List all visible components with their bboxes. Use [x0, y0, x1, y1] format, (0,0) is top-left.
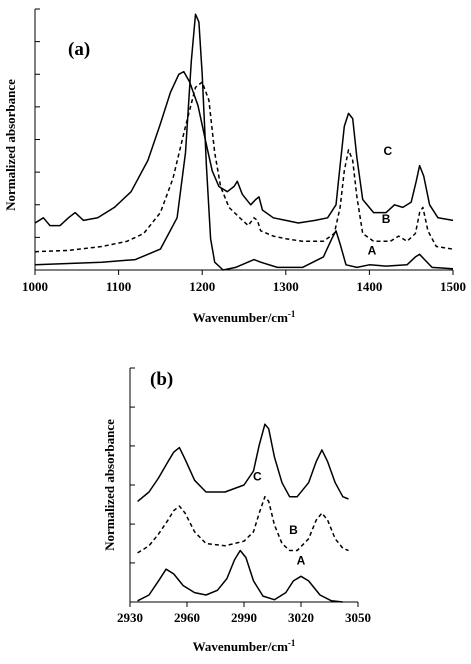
series-label-C: C [253, 469, 262, 483]
series-label-B: B [289, 523, 298, 537]
series-B-line [34, 81, 454, 253]
x-tick-label: 1400 [356, 279, 382, 294]
panel-label: (a) [68, 39, 90, 60]
x-tick-label: 3050 [345, 610, 371, 625]
series-label-A: A [297, 554, 306, 568]
x-tick-label: 1000 [22, 279, 48, 294]
y-axis-label: Normalized absorbance [3, 79, 18, 211]
series-A-line [34, 13, 454, 271]
x-axis-label: Wavenumber/cm-1 [193, 309, 296, 325]
x-axis-label: Wavenumber/cm-1 [193, 638, 296, 654]
x-tick-label: 1500 [440, 279, 466, 294]
x-tick-label: 1100 [106, 279, 131, 294]
series-C-line [137, 423, 349, 502]
x-tick-label: 3020 [288, 610, 314, 625]
x-tick-label: 1200 [189, 279, 215, 294]
series-label-C: C [383, 144, 392, 158]
panel-label: (b) [150, 369, 173, 390]
x-tick-label: 2990 [231, 610, 257, 625]
series-label-B: B [382, 212, 391, 226]
series-A-line [137, 549, 343, 603]
x-tick-label: 2930 [117, 610, 143, 625]
series-B-line [137, 495, 349, 554]
y-axis-label: Normalized absorbance [102, 419, 117, 551]
series-C-line [34, 70, 454, 227]
x-tick-label: 1300 [273, 279, 299, 294]
chart-a: 1000 1100 1200 1300 1400 1500 Wavenumber/cm-1 N… [3, 8, 466, 325]
x-tick-label: 2960 [174, 610, 200, 625]
chart-b: 2930 2960 2990 3020 3050 Wavenumber/cm-1 Norma… [102, 367, 371, 654]
series-label-A: A [368, 243, 377, 257]
